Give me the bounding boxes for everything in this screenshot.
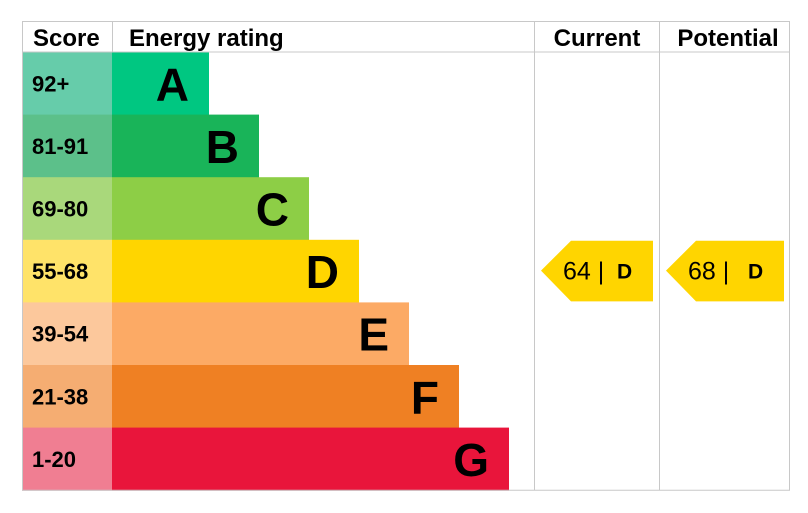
band-bar-g [112,427,509,491]
score-label-c: 69-80 [32,197,88,222]
score-cell-g [22,427,112,491]
current-rating-value: 64 | [563,258,604,286]
score-label-f: 21-38 [32,384,88,409]
band-bar-d [112,239,359,303]
band-letter-g: G [453,434,489,486]
current-rating-arrow [541,240,653,302]
header-potential: Potential [677,25,778,52]
band-bar-f [112,365,459,429]
band-letter-b: B [206,121,239,173]
potential-rating-value: 68 | [688,258,729,286]
score-cell-e [22,302,112,366]
band-bar-c [112,177,309,241]
band-bar-e [112,302,409,366]
header-score: Score [33,25,100,52]
score-cell-b [22,114,112,178]
score-label-e: 39-54 [32,322,89,347]
band-letter-f: F [411,371,439,423]
current-rating-band: D [617,261,632,284]
header-current: Current [554,25,641,52]
band-letter-c: C [256,184,289,236]
score-cell-c [22,177,112,241]
score-label-g: 1-20 [32,447,76,472]
potential-rating-arrow [666,240,784,302]
score-label-a: 92+ [32,71,69,96]
score-label-d: 55-68 [32,259,88,284]
score-cell-f [22,365,112,429]
band-letter-e: E [358,309,389,361]
score-cell-a [22,52,112,116]
score-label-b: 81-91 [32,134,88,159]
band-letter-a: A [156,58,189,110]
band-letter-d: D [306,246,339,298]
band-bar-a [112,52,209,116]
potential-rating-band: D [748,261,763,284]
score-cell-d [22,239,112,303]
band-bar-b [112,114,259,178]
header-energy-rating: Energy rating [129,25,284,52]
